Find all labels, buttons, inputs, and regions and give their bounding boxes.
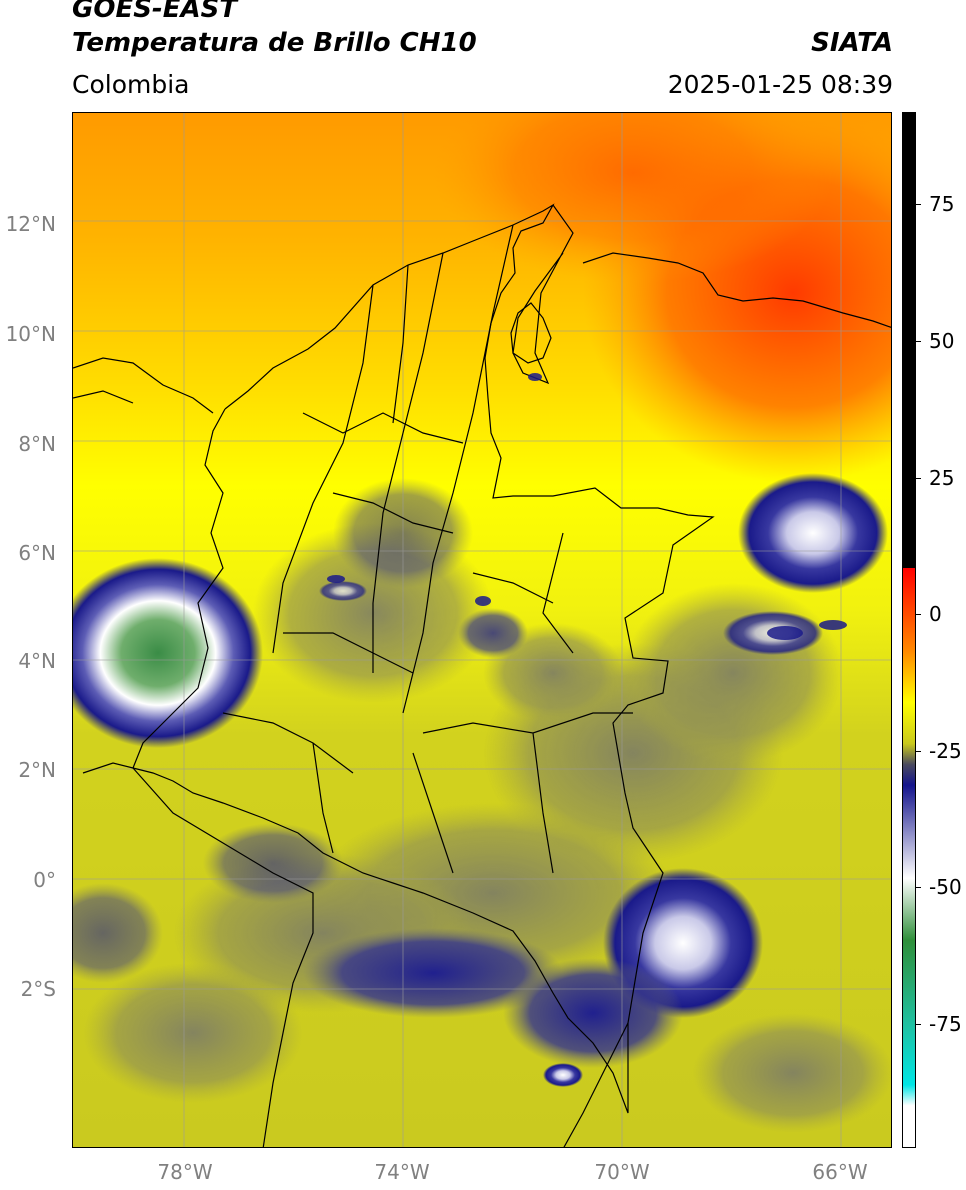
colorbar-tick	[916, 1024, 921, 1025]
lon-label-70w: 70°W	[594, 1160, 650, 1184]
region-name: Colombia	[72, 70, 190, 99]
lon-label-66w: 66°W	[812, 1160, 868, 1184]
agency-name: SIATA	[811, 28, 893, 58]
borders	[73, 203, 891, 1147]
map-svg	[73, 113, 891, 1147]
storm-pacific	[73, 558, 263, 748]
graticule	[73, 113, 891, 1147]
lat-label-12n: 12°N	[5, 212, 56, 236]
pacific-coast	[132, 408, 226, 769]
satellite-map[interactable]	[72, 112, 892, 1148]
lat-label-4n: 4°N	[18, 649, 56, 673]
lat-label-0: 0°	[33, 868, 56, 892]
brazil-border	[563, 1022, 629, 1147]
storm-venezuela	[738, 473, 888, 593]
colorbar-tick	[916, 887, 921, 888]
product-title: Temperatura de Brillo CH10	[72, 28, 477, 58]
lat-label-6n: 6°N	[18, 541, 56, 565]
lat-label-2n: 2°N	[18, 758, 56, 782]
colorbar-label-minus25: -25	[929, 739, 962, 763]
timestamp: 2025-01-25 08:39	[667, 70, 893, 99]
colorbar-label-minus75: -75	[929, 1012, 962, 1036]
internal-divisions	[222, 224, 633, 874]
peru-border	[132, 767, 314, 1147]
convective-systems	[73, 473, 888, 1087]
colombia-border	[82, 203, 715, 1114]
colorbar	[902, 112, 916, 1148]
colorbar-tick	[916, 341, 921, 342]
colorbar-tick	[916, 204, 921, 205]
colorbar-tick	[916, 614, 921, 615]
colorbar-tick	[916, 478, 921, 479]
colorbar-label-minus50: -50	[929, 875, 962, 899]
lat-label-2s: 2°S	[20, 977, 56, 1001]
cold-spots	[327, 373, 847, 640]
colorbar-label-75: 75	[929, 192, 955, 216]
satellite-name: GOES-EAST	[72, 0, 238, 24]
lat-label-10n: 10°N	[5, 322, 56, 346]
colorbar-label-25: 25	[929, 466, 955, 490]
lon-label-78w: 78°W	[157, 1160, 213, 1184]
colorbar-label-0: 0	[929, 602, 942, 626]
central-america	[73, 357, 214, 414]
lat-label-8n: 8°N	[18, 432, 56, 456]
colorbar-tick	[916, 751, 921, 752]
lon-label-74w: 74°W	[374, 1160, 430, 1184]
lake-maracaibo	[510, 302, 552, 364]
colorbar-label-50: 50	[929, 329, 955, 353]
